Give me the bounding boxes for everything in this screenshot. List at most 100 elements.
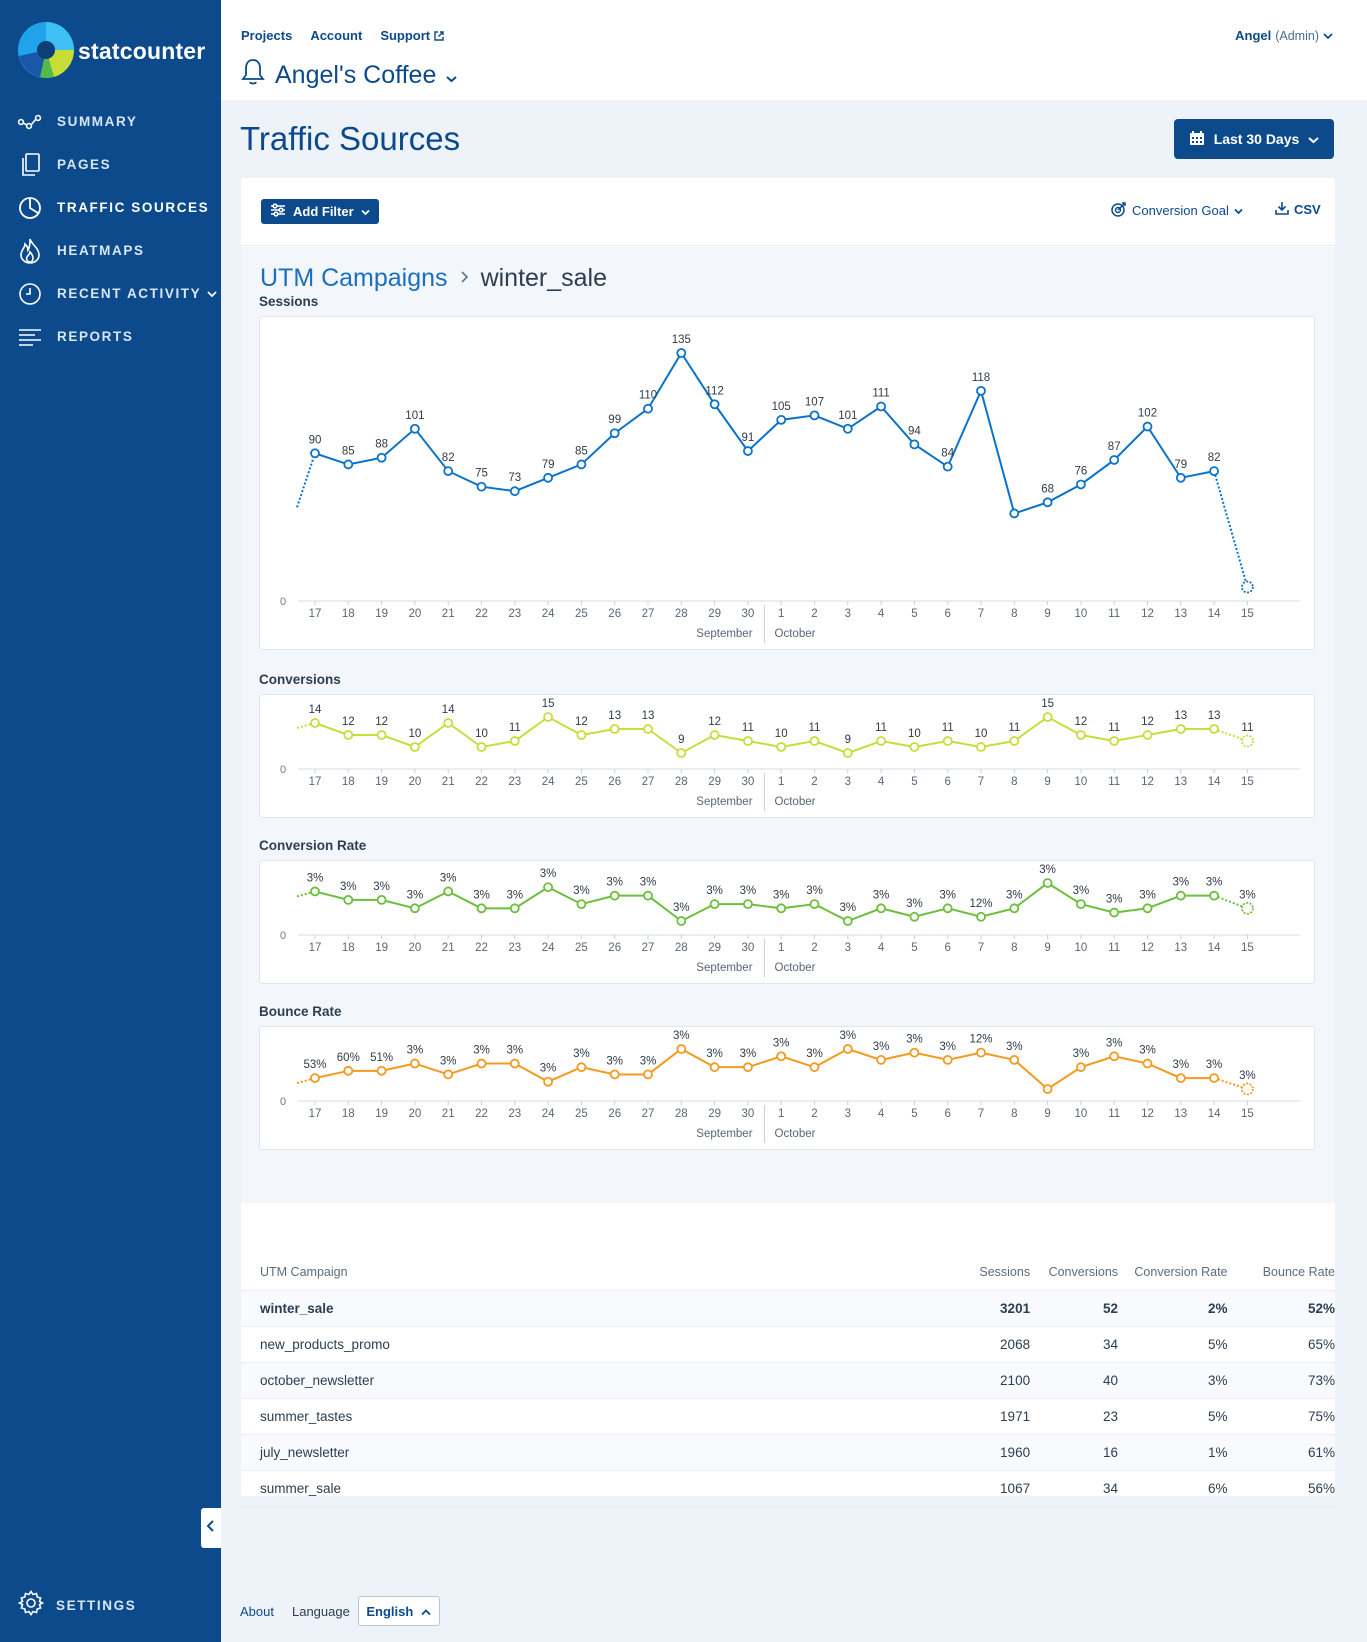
table-row[interactable]: july_newsletter 1960 16 1% 61% bbox=[241, 1435, 1335, 1471]
account-link[interactable]: Account bbox=[310, 28, 363, 43]
sidebar-item-recent-activity[interactable]: Recent Activity bbox=[0, 272, 221, 315]
column-header-conversion-rate[interactable]: Conversion Rate bbox=[1134, 1264, 1228, 1279]
cell-campaign: july_newsletter bbox=[260, 1445, 350, 1460]
date-range-button[interactable]: Last 30 Days bbox=[1174, 119, 1334, 159]
column-header-campaign[interactable]: UTM Campaign bbox=[260, 1264, 348, 1279]
user-menu[interactable]: Angel (Admin) bbox=[1235, 28, 1333, 43]
data-label: 12 bbox=[708, 716, 721, 728]
data-label: 12 bbox=[375, 716, 388, 728]
add-filter-button[interactable]: Add Filter bbox=[261, 199, 379, 224]
sidebar-item-summary[interactable]: Summary bbox=[0, 100, 221, 143]
data-label: 53% bbox=[303, 1059, 326, 1071]
brand-logo[interactable]: statcounter bbox=[16, 20, 205, 82]
table-row[interactable]: summer_sale 1067 34 6% 56% bbox=[241, 1471, 1335, 1507]
pages-icon bbox=[17, 152, 43, 178]
data-label: 3% bbox=[939, 1041, 956, 1053]
sidebar-item-traffic-sources[interactable]: Traffic Sources bbox=[0, 186, 221, 229]
data-label: 135 bbox=[672, 334, 691, 346]
sidebar-item-pages[interactable]: Pages bbox=[0, 143, 221, 186]
data-label: 3% bbox=[1239, 1070, 1256, 1082]
x-tick-label: 5 bbox=[911, 776, 917, 788]
sidebar-item-reports[interactable]: Reports bbox=[0, 315, 221, 358]
sidebar-item-settings[interactable]: Settings bbox=[17, 1590, 136, 1621]
project-selector[interactable]: Angel's Coffee bbox=[241, 58, 458, 93]
data-label: 3% bbox=[773, 889, 790, 901]
data-point bbox=[1009, 1055, 1020, 1065]
data-point bbox=[1241, 734, 1254, 748]
data-label: 3% bbox=[839, 1030, 856, 1042]
data-label: 3% bbox=[1139, 1045, 1156, 1057]
table-row[interactable]: new_products_promo 2068 34 5% 65% bbox=[241, 1327, 1335, 1363]
x-tick-label: 7 bbox=[978, 608, 984, 620]
date-range-label: Last 30 Days bbox=[1213, 131, 1300, 147]
about-link[interactable]: About bbox=[240, 1603, 274, 1619]
table-row[interactable]: summer_tastes 1971 23 5% 75% bbox=[241, 1399, 1335, 1435]
data-point bbox=[842, 423, 853, 434]
projects-link[interactable]: Projects bbox=[241, 28, 293, 43]
y-axis-zero-label: 0 bbox=[280, 1096, 286, 1108]
support-link[interactable]: Support bbox=[380, 28, 444, 43]
data-label: 118 bbox=[972, 372, 990, 384]
conversions-chart: 0 17 18 19 20 21 22 23 24 25 26 27 28 29 30 1 2 3 4 5 6 7 8 9 10… bbox=[259, 694, 1315, 818]
series-lead-in bbox=[296, 890, 316, 898]
x-tick-label: 14 bbox=[1208, 608, 1221, 620]
x-tick-label: 27 bbox=[642, 776, 655, 788]
data-label: 11 bbox=[1108, 722, 1120, 734]
x-tick-label: 28 bbox=[675, 1108, 688, 1120]
x-tick-label: 15 bbox=[1241, 608, 1254, 620]
data-label: 3% bbox=[307, 872, 324, 884]
data-point bbox=[476, 481, 487, 492]
data-label: 3% bbox=[806, 885, 823, 897]
x-tick-label: 12 bbox=[1141, 1108, 1154, 1120]
data-point bbox=[1076, 899, 1086, 910]
data-label: 10 bbox=[908, 728, 921, 740]
data-label: 3% bbox=[1139, 889, 1156, 901]
column-header-bounce-rate[interactable]: Bounce Rate bbox=[1262, 1264, 1335, 1279]
breadcrumb-root-link[interactable]: UTM Campaigns bbox=[260, 264, 448, 292]
data-label: 11 bbox=[1008, 722, 1020, 734]
language-selector[interactable]: English bbox=[357, 1596, 440, 1626]
data-label: 3% bbox=[740, 1048, 757, 1060]
data-point bbox=[942, 903, 953, 914]
x-tick-label: 9 bbox=[1044, 942, 1050, 954]
table-row[interactable]: october_newsletter 2100 40 3% 73% bbox=[241, 1363, 1335, 1399]
column-header-conversions[interactable]: Conversions bbox=[1048, 1264, 1119, 1279]
column-header-sessions[interactable]: Sessions bbox=[979, 1264, 1031, 1279]
data-label: 99 bbox=[608, 414, 621, 426]
cell-campaign: winter_sale bbox=[260, 1301, 334, 1316]
month-label-october: October bbox=[775, 796, 816, 808]
data-point bbox=[509, 486, 520, 497]
data-label: 10 bbox=[409, 728, 422, 740]
bounce-rate-chart: 0 17 18 19 20 21 22 23 24 25 26 27 28 29 30 1 2 3 4 5 6 7 8 9 10… bbox=[259, 1026, 1315, 1150]
cell-conversion-rate: 6% bbox=[1207, 1481, 1228, 1496]
data-point bbox=[376, 452, 387, 463]
x-tick-label: 17 bbox=[309, 942, 322, 954]
x-tick-label: 2 bbox=[811, 776, 817, 788]
data-point bbox=[476, 1058, 487, 1069]
data-point bbox=[809, 736, 820, 746]
collapse-sidebar-button[interactable] bbox=[201, 1508, 221, 1548]
data-point bbox=[776, 414, 787, 425]
bounce-rate-chart-title: Bounce Rate bbox=[259, 1004, 342, 1019]
conversion-goal-dropdown[interactable]: Conversion Goal bbox=[1111, 201, 1243, 220]
data-point bbox=[376, 894, 387, 905]
data-point bbox=[1142, 421, 1153, 432]
data-point bbox=[976, 911, 986, 922]
data-label: 11 bbox=[1241, 722, 1253, 734]
x-tick-label: 10 bbox=[1075, 608, 1088, 620]
sidebar-item-heatmaps[interactable]: Heatmaps bbox=[0, 229, 221, 272]
csv-download-button[interactable]: CSV bbox=[1275, 201, 1321, 218]
x-tick-label: 22 bbox=[475, 776, 488, 788]
cell-sessions: 1971 bbox=[1000, 1409, 1031, 1424]
x-tick-label: 1 bbox=[778, 776, 784, 788]
x-tick-label: 13 bbox=[1174, 776, 1187, 788]
x-tick-label: 18 bbox=[342, 1108, 355, 1120]
x-tick-label: 20 bbox=[409, 608, 422, 620]
bell-icon[interactable] bbox=[241, 58, 265, 93]
target-icon bbox=[1111, 201, 1127, 220]
chevron-down-icon bbox=[361, 204, 370, 219]
cell-bounce-rate: 61% bbox=[1307, 1445, 1335, 1460]
data-point bbox=[409, 903, 420, 914]
x-tick-label: 24 bbox=[542, 608, 555, 620]
table-row[interactable]: winter_sale 3201 52 2% 52% bbox=[241, 1291, 1335, 1327]
